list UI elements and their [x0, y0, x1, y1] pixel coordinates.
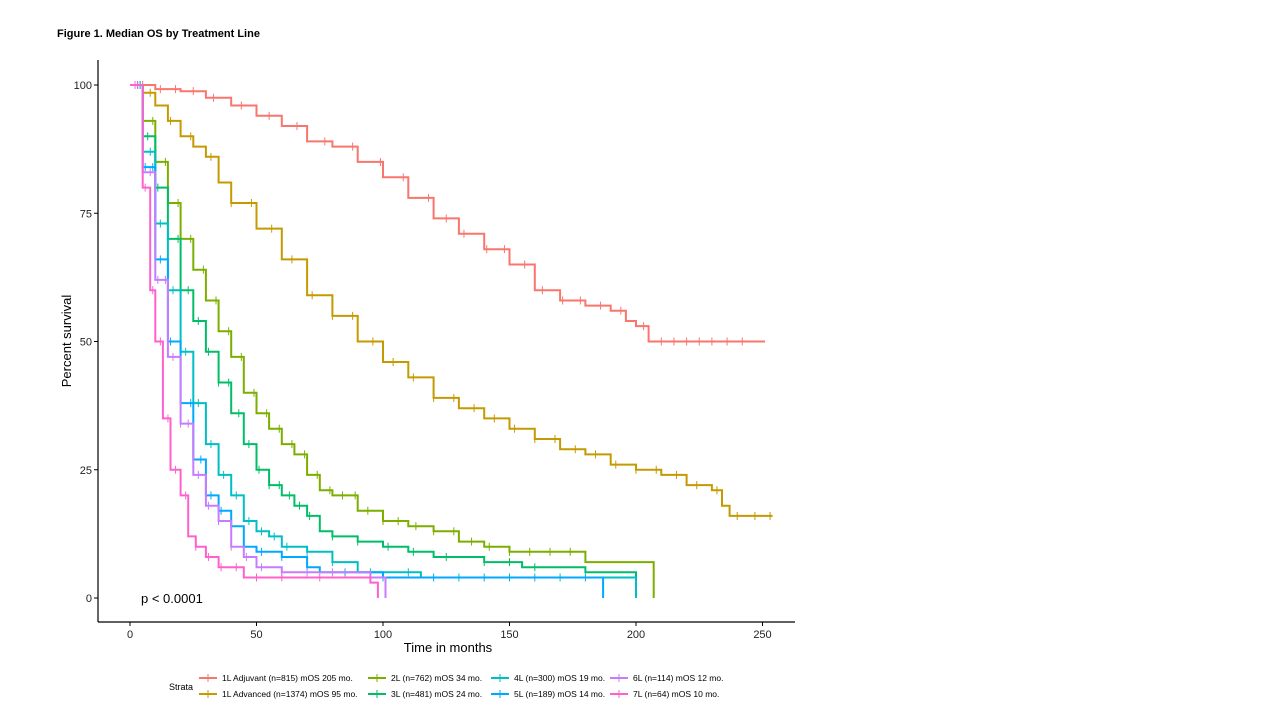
legend-label: 7L (n=64) mOS 10 mo. [633, 689, 719, 699]
y-tick-label: 100 [74, 80, 92, 92]
series-8 [130, 81, 379, 598]
x-axis-title: Time in months [404, 640, 493, 655]
legend-item: 3L (n=481) mOS 24 mo. [368, 689, 482, 699]
axes: 0 25 50 75 100 0 50 100 150 200 250 [74, 60, 795, 641]
survival-curve [130, 84, 637, 598]
y-tick-label: 25 [80, 465, 92, 477]
y-tick-label: 75 [80, 208, 92, 220]
y-tick-label: 50 [80, 337, 92, 349]
legend-title: Strata [169, 682, 193, 692]
legend-item: 6L (n=114) mOS 12 mo. [610, 673, 723, 683]
x-tick-label: 200 [627, 629, 645, 641]
x-tick-label: 0 [127, 629, 133, 641]
x-tick-label: 50 [250, 629, 262, 641]
survival-curve [130, 84, 655, 598]
series-4 [130, 81, 637, 598]
y-tick-label: 0 [86, 593, 92, 605]
legend-label: 5L (n=189) mOS 14 mo. [514, 689, 605, 699]
legend-item: 1L Adjuvant (n=815) mOS 205 mo. [199, 673, 353, 683]
legend-item: 4L (n=300) mOS 19 mo. [491, 673, 605, 683]
legend-item: 5L (n=189) mOS 14 mo. [491, 689, 605, 699]
legend-label: 2L (n=762) mOS 34 mo. [391, 673, 482, 683]
figure-title: Figure 1. Median OS by Treatment Line [57, 28, 260, 40]
legend: Strata 1L Adjuvant (n=815) mOS 205 mo. 1L … [169, 673, 723, 699]
x-tick-label: 250 [753, 629, 771, 641]
legend-item: 7L (n=64) mOS 10 mo. [610, 689, 719, 699]
legend-label: 1L Advanced (n=1374) mOS 95 mo. [222, 689, 358, 699]
y-axis-title: Percent survival [59, 295, 74, 388]
legend-label: 4L (n=300) mOS 19 mo. [514, 673, 605, 683]
p-value-annotation: p < 0.0001 [141, 591, 203, 606]
legend-label: 1L Adjuvant (n=815) mOS 205 mo. [222, 673, 353, 683]
x-tick-label: 100 [374, 629, 392, 641]
series-2 [130, 84, 773, 520]
survival-curve [130, 84, 379, 598]
legend-item: 2L (n=762) mOS 34 mo. [368, 673, 482, 683]
legend-label: 3L (n=481) mOS 24 mo. [391, 689, 482, 699]
series-6 [130, 81, 605, 598]
survival-curve [130, 84, 773, 517]
survival-curves [130, 81, 773, 598]
series-3 [130, 81, 655, 598]
x-tick-label: 150 [500, 629, 518, 641]
series-7 [130, 81, 387, 598]
legend-label: 6L (n=114) mOS 12 mo. [633, 673, 723, 683]
survival-curve [130, 84, 765, 343]
series-1 [130, 81, 765, 346]
legend-item: 1L Advanced (n=1374) mOS 95 mo. [199, 689, 358, 699]
